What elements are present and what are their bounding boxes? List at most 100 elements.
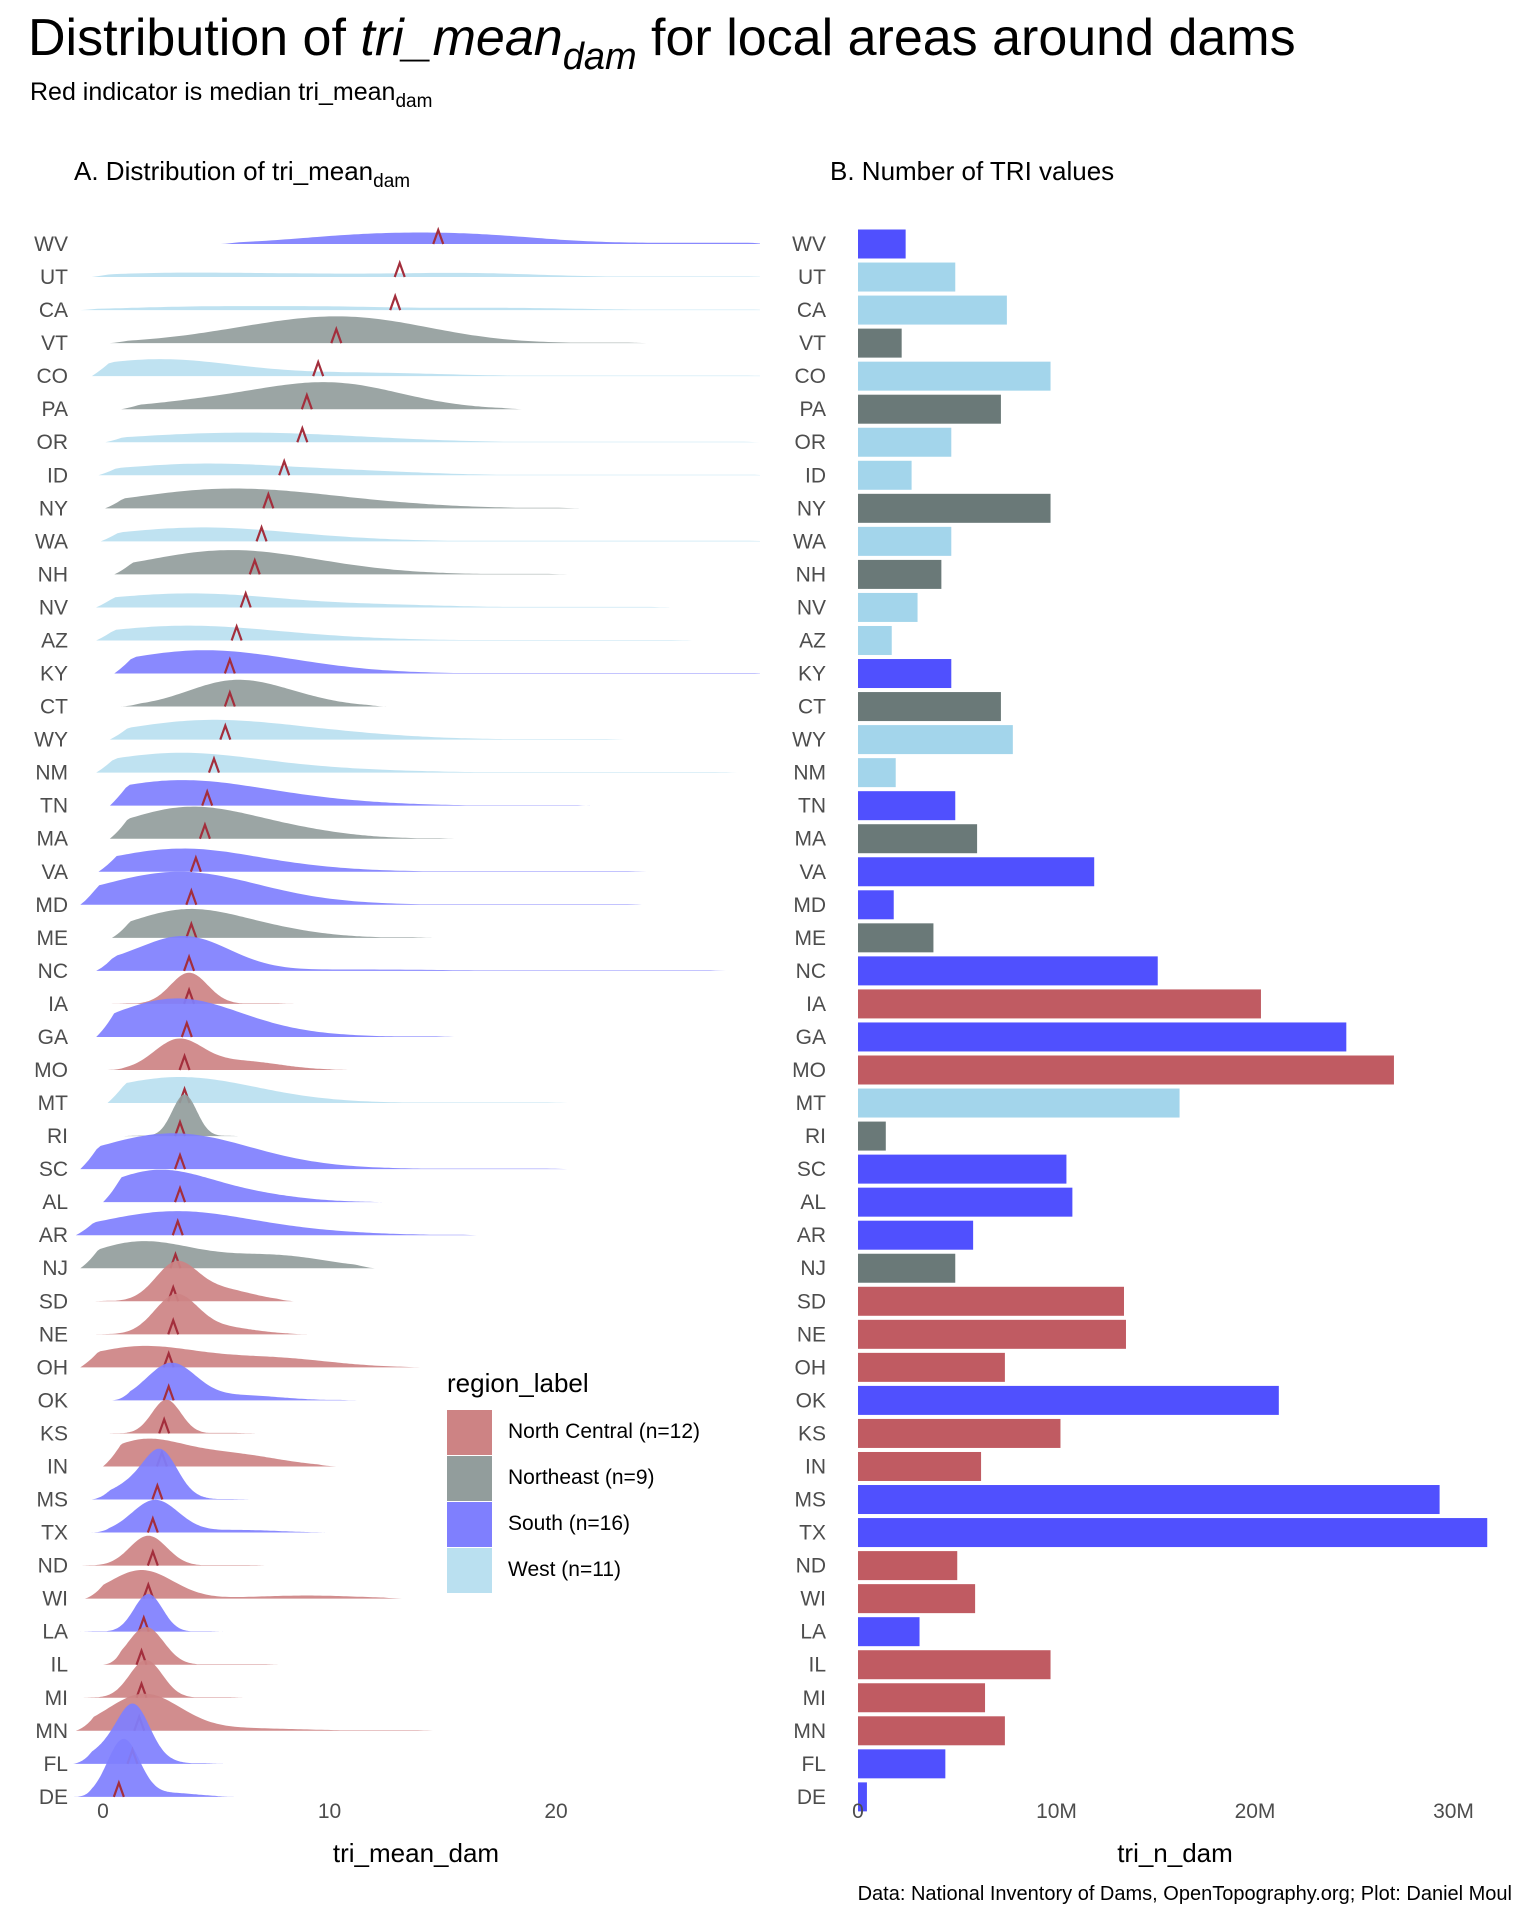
median-marker-ct bbox=[223, 689, 236, 707]
legend-swatch bbox=[447, 1409, 492, 1455]
y-tick-label: NJ bbox=[800, 1257, 826, 1280]
median-marker-ma bbox=[198, 821, 211, 840]
median-marker-or bbox=[296, 424, 309, 443]
y-tick-label: NH bbox=[38, 563, 68, 586]
y-tick-label: NH bbox=[796, 563, 826, 586]
y-tick-label: OK bbox=[796, 1389, 826, 1412]
density-ridge-al bbox=[103, 1169, 382, 1203]
y-tick-label: MI bbox=[803, 1687, 826, 1710]
subtitle-subscript: dam bbox=[395, 91, 433, 112]
y-tick-label: CT bbox=[40, 696, 68, 719]
y-tick-label: MS bbox=[37, 1489, 69, 1512]
density-ridge-ny bbox=[105, 488, 579, 509]
density-ridge-id bbox=[98, 463, 761, 476]
bar-pa bbox=[858, 394, 1001, 424]
y-tick-label: KY bbox=[798, 663, 826, 686]
bar-mi bbox=[858, 1683, 986, 1713]
y-tick-label: CO bbox=[37, 365, 69, 388]
density-ridge-az bbox=[96, 625, 692, 641]
density-ridge-mn bbox=[75, 1693, 437, 1731]
legend-label: North Central (n=12) bbox=[508, 1420, 701, 1443]
y-tick-label: CA bbox=[797, 299, 826, 322]
y-tick-label: VT bbox=[799, 332, 826, 355]
legend-item: Northeast (n=9) bbox=[447, 1455, 700, 1501]
bar-de bbox=[858, 1782, 867, 1812]
bar-ne bbox=[858, 1319, 1126, 1349]
bar-nh bbox=[858, 559, 942, 589]
y-tick-label: MI bbox=[45, 1687, 68, 1710]
median-marker-wi bbox=[142, 1581, 155, 1600]
bar-nm bbox=[858, 758, 896, 788]
x-axis-title: tri_n_dam bbox=[1117, 1838, 1233, 1868]
bar-wy bbox=[858, 725, 1013, 755]
y-tick-label: ME bbox=[37, 927, 69, 950]
x-tick-label: 10M bbox=[1036, 1800, 1077, 1823]
bar-me bbox=[858, 923, 934, 953]
title-italic: tri_mean bbox=[360, 9, 563, 67]
bar-ca bbox=[858, 295, 1007, 325]
median-marker-sc bbox=[173, 1151, 187, 1170]
bar-in bbox=[858, 1451, 982, 1481]
density-ridge-ok bbox=[112, 1362, 357, 1401]
y-tick-label: VT bbox=[41, 332, 68, 355]
median-marker-ar bbox=[171, 1217, 184, 1236]
y-tick-label: TX bbox=[41, 1522, 68, 1545]
bar-az bbox=[858, 625, 892, 655]
chart-subtitle: Red indicator is median tri_meandam bbox=[30, 78, 432, 111]
y-tick-label: ID bbox=[805, 464, 826, 487]
bar-ma bbox=[858, 824, 978, 854]
y-tick-label: WA bbox=[35, 530, 68, 553]
y-tick-label: LA bbox=[800, 1621, 826, 1644]
legend-swatch bbox=[447, 1547, 492, 1593]
y-tick-label: IN bbox=[805, 1455, 826, 1478]
density-ridge-de bbox=[73, 1738, 235, 1797]
median-marker-mo bbox=[178, 1052, 191, 1071]
median-marker-de bbox=[112, 1779, 125, 1798]
y-tick-label: GA bbox=[796, 1026, 826, 1049]
y-tick-label: DE bbox=[797, 1786, 826, 1809]
median-marker-ca bbox=[389, 292, 402, 311]
median-marker-pa bbox=[300, 391, 313, 410]
bar-wa bbox=[858, 526, 952, 556]
y-tick-label: TN bbox=[798, 795, 826, 818]
bar-il bbox=[858, 1650, 1051, 1680]
y-tick-label: OR bbox=[37, 431, 69, 454]
y-tick-label: IN bbox=[47, 1455, 68, 1478]
bar-ny bbox=[858, 493, 1051, 523]
bar-sc bbox=[858, 1154, 1067, 1184]
density-ridge-ms bbox=[91, 1448, 251, 1500]
bar-vt bbox=[858, 328, 902, 358]
median-marker-tn bbox=[201, 788, 214, 807]
density-ridge-md bbox=[80, 871, 647, 905]
density-ridge-me bbox=[112, 908, 432, 938]
y-tick-label: MA bbox=[795, 828, 827, 851]
density-ridge-ky bbox=[114, 650, 761, 674]
title-suffix: for local areas around dams bbox=[636, 9, 1296, 67]
y-tick-label: PA bbox=[42, 398, 68, 421]
density-ridge-ks bbox=[109, 1399, 255, 1434]
bar-mo bbox=[858, 1055, 1394, 1085]
bar-wi bbox=[858, 1584, 976, 1614]
median-marker-ks bbox=[158, 1416, 171, 1434]
title-subscript: dam bbox=[562, 36, 637, 78]
legend-swatch bbox=[447, 1501, 492, 1547]
bar-mt bbox=[858, 1088, 1180, 1118]
median-marker-nv bbox=[239, 590, 252, 608]
bar-nv bbox=[858, 592, 918, 622]
bar-co bbox=[858, 361, 1051, 391]
y-tick-label: FL bbox=[801, 1753, 826, 1776]
bar-nd bbox=[858, 1551, 958, 1581]
median-marker-va bbox=[189, 854, 202, 873]
bar-ky bbox=[858, 659, 952, 689]
panel-a-title-text: A. Distribution of tri_mean bbox=[74, 156, 374, 186]
legend-item: South (n=16) bbox=[447, 1501, 700, 1547]
density-ridge-ri bbox=[123, 1094, 239, 1137]
y-tick-label: MA bbox=[37, 828, 69, 851]
y-tick-label: IA bbox=[48, 993, 68, 1016]
y-tick-label: NV bbox=[797, 596, 826, 619]
density-ridge-ca bbox=[80, 306, 761, 311]
median-marker-la bbox=[137, 1614, 150, 1633]
subtitle-text: Red indicator is median tri_mean bbox=[30, 78, 396, 106]
panel-b-title: B. Number of TRI values bbox=[830, 156, 1115, 186]
y-tick-label: AL bbox=[800, 1191, 826, 1214]
